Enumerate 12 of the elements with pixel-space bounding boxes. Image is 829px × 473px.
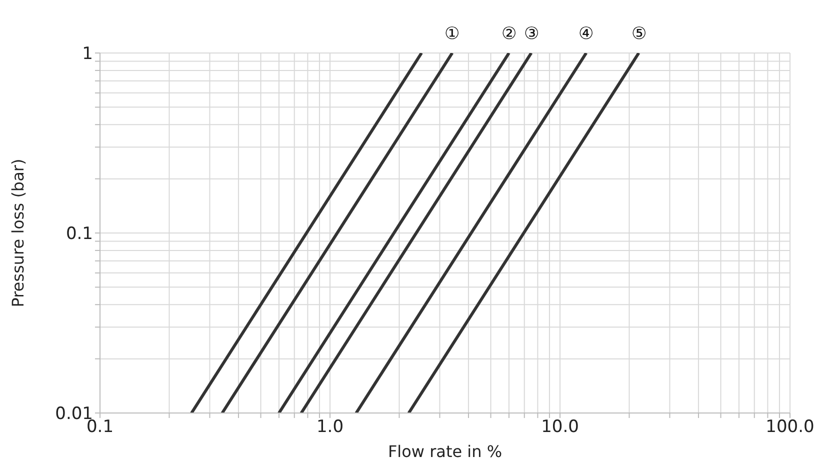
x-tick-label: 10.0 — [541, 417, 579, 438]
y-tick-label: 0.1 — [66, 224, 93, 244]
x-tick-label: 100.0 — [766, 417, 814, 438]
y-axis-title: Pressure loss (bar) — [8, 158, 28, 308]
series-label: ③ — [524, 24, 539, 44]
series-label: ① — [444, 24, 460, 44]
x-axis-title: Flow rate in % — [388, 442, 502, 461]
series-label: ④ — [578, 24, 594, 44]
series-label: ⑤ — [631, 24, 646, 44]
y-tick-label: 1 — [82, 44, 93, 64]
series-label: ② — [501, 24, 516, 44]
x-tick-label: 1.0 — [316, 417, 344, 438]
